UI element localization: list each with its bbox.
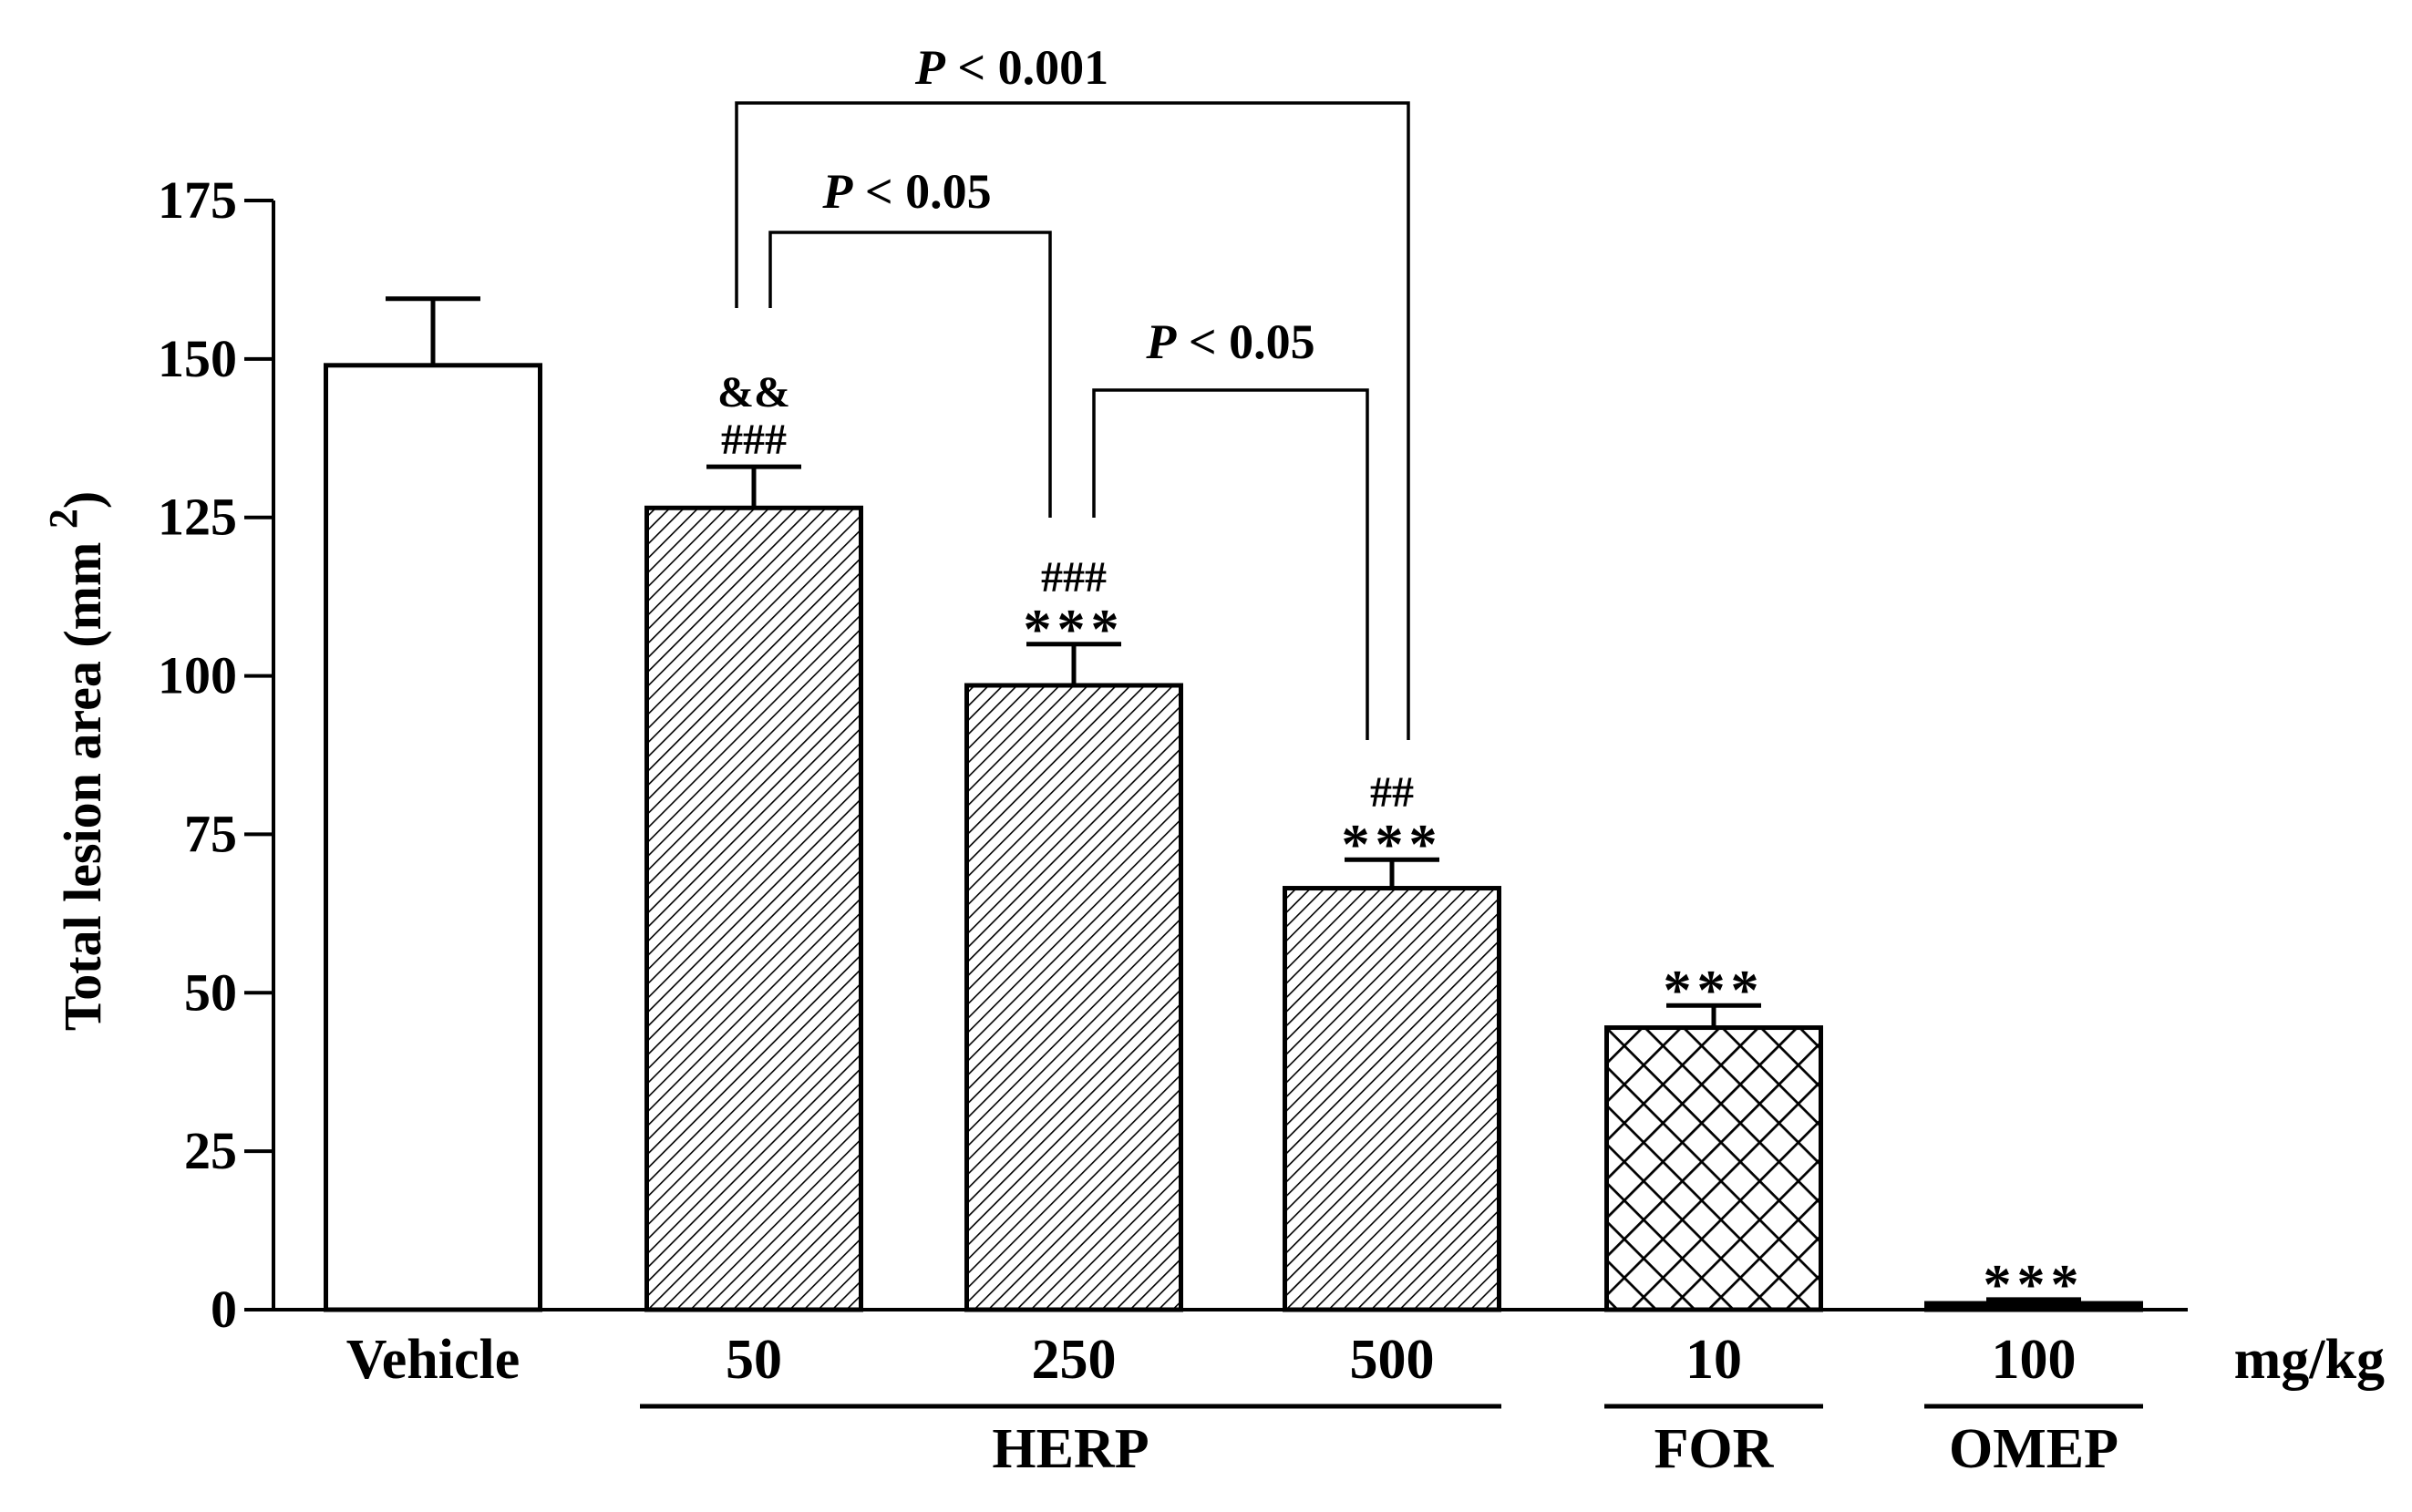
bar-series: ###&&***###***##****** [324,296,2143,1316]
bar [1283,886,1501,1312]
x-category-label: 250 [1032,1329,1117,1391]
significance-mark: *** [1984,1254,2085,1316]
comparison-label-value: < 0.001 [945,40,1108,95]
y-tick-label: 100 [158,646,237,705]
comparison-label: P < 0.05 [1145,314,1314,369]
y-axis-title-superscript: 2 [41,509,86,529]
x-category-label: 500 [1350,1329,1435,1391]
x-category-label: 100 [1992,1329,2077,1391]
significance-mark: ## [1370,768,1414,817]
y-tick-label: 0 [211,1280,237,1339]
comparison-label-p: P [821,164,853,219]
comparison-bracket [768,231,1052,518]
group-label: OMEP [1949,1418,2118,1480]
bar [1604,1025,1823,1312]
comparison-label-value: < 0.05 [1176,314,1314,369]
bar [964,683,1183,1312]
y-tick-label: 75 [184,804,237,863]
x-category-label: Vehicle [346,1329,521,1391]
significance-mark: && [717,368,790,417]
comparison-label: P < 0.05 [821,164,991,219]
significance-mark: *** [1024,599,1125,661]
y-tick-label: 50 [184,962,237,1022]
y-tick-label: 175 [158,170,237,230]
group-label: HERP [992,1418,1149,1480]
significance-mark: ### [1041,553,1107,602]
y-tick-label: 25 [184,1121,237,1180]
y-axis-title: Total lesion area (mm 2) [41,491,112,1031]
group-label: FOR [1654,1418,1775,1480]
comparison-label: P < 0.001 [914,40,1108,95]
bar [644,505,863,1312]
comparison-label-value: < 0.05 [852,164,991,219]
y-axis-title-close: ) [53,491,112,509]
x-category-label: 50 [726,1329,782,1391]
comparison-bracket [1092,388,1369,740]
comparison-label-p: P [914,40,946,95]
y-tick-label: 150 [158,329,237,388]
x-category-label: 10 [1685,1329,1742,1391]
significance-mark: *** [1664,960,1765,1022]
x-axis-labels: Vehicle 50 250 500 10 100 mg/kg [346,1329,2385,1391]
chart-axes: 0 25 50 75 100 125 150 175 [158,170,2188,1339]
treatment-groups: HERP FOR OMEP [640,1404,2143,1480]
x-unit-label: mg/kg [2234,1329,2385,1391]
significance-mark: ### [721,416,787,464]
comparison-label-p: P [1145,314,1177,369]
y-axis-label: Total lesion area (mm 2) [41,491,112,1031]
bar [324,363,542,1312]
y-tick-label: 125 [158,488,237,547]
significance-mark: *** [1342,814,1443,876]
comparison-bracket [735,101,1410,740]
